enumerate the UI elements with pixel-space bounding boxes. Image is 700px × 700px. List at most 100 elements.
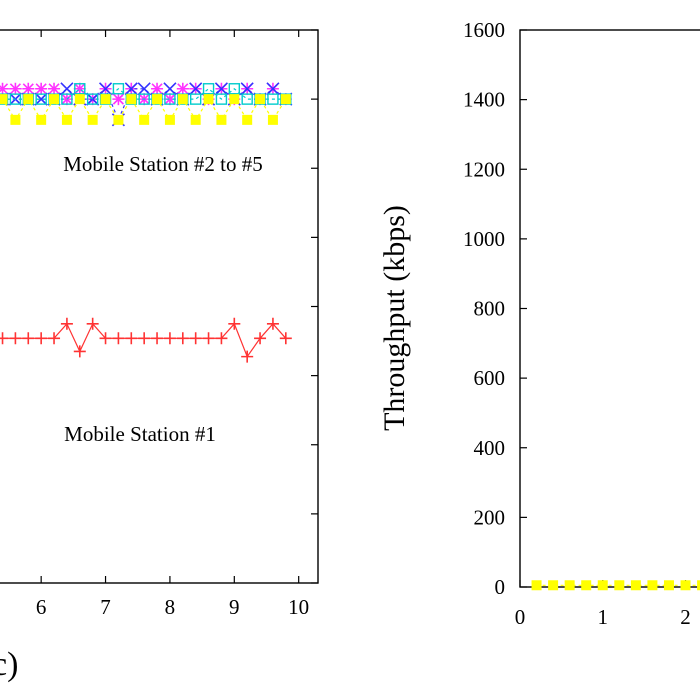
data-point-square: [23, 94, 34, 105]
data-point-star: [176, 82, 189, 95]
data-point-x: [124, 82, 138, 96]
data-point-square: [203, 94, 214, 105]
data-point-square: [614, 580, 625, 591]
data-point-plus: [189, 332, 202, 345]
data-point-open-square: [9, 93, 22, 105]
data-point-open-square: [86, 93, 99, 105]
data-point-square: [630, 580, 641, 591]
data-point-plus: [86, 317, 99, 330]
data-point-square: [139, 114, 150, 125]
data-point-open-square: [241, 93, 253, 105]
data-point-x: [163, 82, 177, 96]
data-point-square: [113, 114, 124, 125]
plot-frame: [0, 29, 319, 584]
annotation-mobile-2-5: Mobile Station #2 to #5: [63, 152, 263, 176]
data-point-square: [255, 94, 266, 105]
data-point-square: [229, 94, 240, 105]
y-tick-label: 1400: [463, 88, 505, 112]
data-point-square: [216, 114, 227, 125]
x-tick-label: 8: [165, 595, 176, 619]
x-tick-label: 0: [515, 605, 526, 629]
y-tick-label: 1000: [463, 227, 505, 251]
data-point-square: [697, 580, 700, 591]
data-point-plus: [125, 332, 138, 345]
data-point-x: [137, 82, 151, 96]
data-point-open-square: [189, 93, 202, 105]
data-point-x: [34, 92, 48, 106]
data-point-plus: [22, 332, 35, 345]
data-point-x: [98, 82, 113, 96]
data-point-open-square: [215, 93, 228, 105]
data-point-plus: [9, 332, 22, 345]
data-point-square: [74, 94, 85, 105]
data-point-plus: [254, 332, 267, 345]
data-point-plus: [48, 332, 61, 345]
data-point-open-square: [61, 93, 73, 105]
data-point-plus: [112, 332, 125, 345]
data-point-square: [126, 94, 137, 105]
data-point-square: [548, 580, 559, 591]
data-point-plus: [151, 332, 164, 345]
data-point-x: [214, 82, 228, 96]
data-point-open-square: [164, 93, 176, 105]
x-tick-label: 6: [36, 595, 47, 619]
data-point-x: [240, 82, 254, 96]
data-point-square: [242, 114, 253, 125]
data-point-plus: [202, 332, 215, 345]
data-point-x: [86, 92, 100, 106]
data-point-square: [581, 580, 592, 591]
data-point-square: [49, 94, 60, 105]
plot-frame: [519, 29, 700, 588]
y-tick-label: 0: [495, 575, 506, 599]
data-point-star: [151, 82, 164, 95]
data-point-plus: [73, 345, 86, 358]
data-point-square: [190, 114, 201, 125]
y-axis-label: Throughput (kbps): [378, 205, 411, 431]
data-point-star: [22, 82, 35, 95]
data-point-plus: [163, 332, 176, 345]
data-point-star: [9, 82, 22, 95]
data-point-open-square: [112, 83, 125, 95]
chart-c: 6 7 8 9 10 Mobile Station #2 to #5 Mobile Stat…: [0, 29, 319, 683]
data-point-square: [280, 94, 291, 105]
data-point-square: [680, 580, 691, 591]
data-point-open-square: [138, 93, 150, 105]
y-tick-label: 200: [474, 505, 506, 529]
data-point-open-square: [35, 93, 47, 105]
data-point-square: [61, 114, 72, 125]
data-point-star: [48, 82, 61, 95]
data-point-plus: [0, 332, 9, 345]
panel-label: c): [0, 646, 18, 683]
series-1-line: [0, 322, 287, 358]
y-tick-label: 1600: [463, 18, 505, 42]
x-tick-label: 2: [680, 605, 691, 629]
data-point-square: [647, 580, 658, 591]
data-point-open-square: [267, 93, 279, 105]
data-point-open-square: [74, 83, 86, 95]
x-tick-label: 9: [229, 595, 240, 619]
data-point-square: [10, 114, 21, 125]
chart-throughput: 0 200 400 600 800 1000 1200 1400 1600 0 1 2 Throughp…: [378, 18, 700, 629]
y-tick-label: 800: [474, 297, 506, 321]
data-point-square: [152, 94, 163, 105]
data-point-x: [266, 82, 280, 96]
data-point-plus: [138, 332, 151, 345]
y-tick-label: 1200: [463, 157, 505, 181]
data-point-square: [177, 94, 188, 105]
y-tick-label: 400: [474, 436, 506, 460]
x-tick-label: 1: [598, 605, 609, 629]
data-point-plus: [60, 317, 73, 330]
annotation-mobile-1: Mobile Station #1: [64, 422, 216, 446]
data-point-square: [531, 580, 542, 591]
data-point-star: [35, 82, 48, 95]
data-point-star: [163, 93, 176, 106]
data-point-x: [60, 82, 74, 96]
data-point-square: [100, 94, 111, 105]
data-point-star: [0, 82, 9, 95]
data-point-plus: [99, 332, 112, 345]
data-point-square: [87, 114, 98, 125]
data-point-square: [36, 114, 47, 125]
x-tick-label: 10: [288, 595, 309, 619]
data-point-open-square: [228, 83, 241, 95]
